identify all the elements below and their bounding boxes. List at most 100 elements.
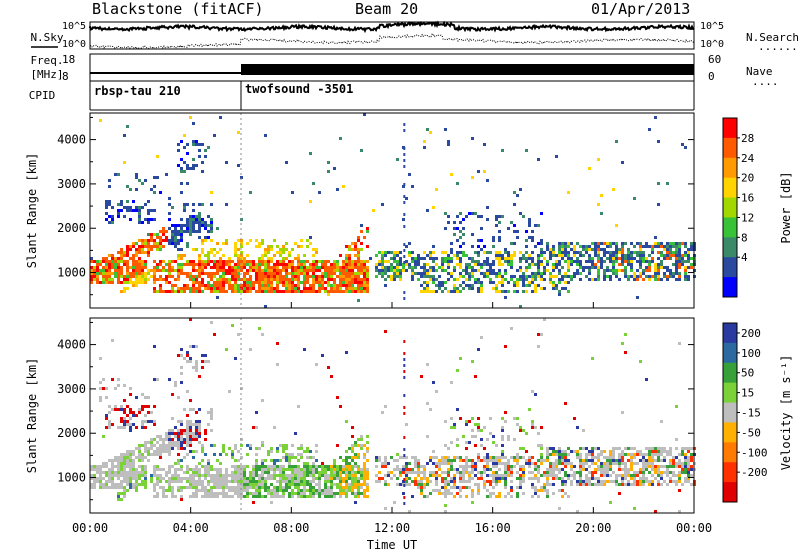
velocity-cell [471,495,474,498]
power-cell [207,263,210,266]
velocity-cell [204,453,207,456]
velocity-cell [273,486,276,489]
power-cell [132,260,135,263]
power-cell [441,263,444,266]
velocity-cell [249,474,252,477]
velocity-cell [579,456,582,459]
velocity-cell [408,510,411,513]
velocity-cell [648,471,651,474]
power-cell [450,275,453,278]
power-cell [294,242,297,245]
power-cell [672,254,675,257]
power-cell [363,266,366,269]
velocity-cell [120,462,123,465]
power-cell [144,251,147,254]
power-cell [468,257,471,260]
power-cell [681,260,684,263]
power-cell [138,269,141,272]
power-cell [297,266,300,269]
power-cell [555,266,558,269]
power-cell [621,257,624,260]
velocity-cell [642,471,645,474]
velocity-cell [243,465,246,468]
velocity-cell [594,477,597,480]
power-cell [426,290,429,293]
velocity-cell [126,477,129,480]
velocity-cell [495,459,498,462]
velocity-ytick-label-0: 1000 [57,471,86,485]
velocity-cell [123,384,126,387]
nave-label: Nave [746,65,773,78]
velocity-cell [90,477,93,480]
power-cell [678,242,681,245]
power-cell [522,278,525,281]
power-cell [207,215,210,218]
velocity-cell [279,465,282,468]
velocity-cell [537,444,540,447]
power-cell [222,266,225,269]
velocity-cell [351,489,354,492]
velocity-cell [660,483,663,486]
power-cell [234,266,237,269]
velocity-cell [403,406,406,409]
velocity-cell [333,465,336,468]
velocity-cell [522,480,525,483]
velocity-cell [639,468,642,471]
power-cell [177,242,180,245]
power-cell [198,218,201,221]
velocity-cell [141,471,144,474]
velocity-cell [168,435,171,438]
velocity-cell [138,456,141,459]
power-cell [126,185,129,188]
velocity-cell [327,474,330,477]
power-cell [120,275,123,278]
power-cell [117,269,120,272]
velocity-cell [564,471,567,474]
velocity-cell [210,411,213,414]
velocity-cell [540,447,543,450]
velocity-cell [351,444,354,447]
velocity-cell [309,465,312,468]
velocity-cell [168,447,171,450]
power-cell [117,251,120,254]
power-cell [159,239,162,242]
power-cell [228,272,231,275]
power-cell [192,122,195,125]
velocity-cell [507,438,510,441]
power-cell [657,278,660,281]
power-cell [486,260,489,263]
power-cell [105,212,108,215]
power-cell [171,230,174,233]
velocity-cell [474,474,477,477]
velocity-cell [141,459,144,462]
velocity-cell [105,474,108,477]
power-cell [276,272,279,275]
velocity-cell [651,459,654,462]
power-cell [666,248,669,251]
power-cell [357,278,360,281]
velocity-cell [651,468,654,471]
velocity-cell [537,465,540,468]
velocity-cell [174,468,177,471]
velocity-cell [204,492,207,495]
power-cell [186,182,189,185]
power-cell [348,257,351,260]
power-cell [264,266,267,269]
velocity-cell [516,423,519,426]
velocity-cell [546,492,549,495]
power-cell [231,275,234,278]
velocity-cell [639,471,642,474]
power-cell [135,251,138,254]
power-cell [177,230,180,233]
power-cell [342,266,345,269]
cpid-segment-label-0: rbsp-tau 210 [94,84,181,98]
velocity-cell [660,450,663,453]
velocity-cell [678,510,681,513]
velocity-cell [576,510,579,513]
power-cell [459,284,462,287]
power-cell [264,134,267,137]
nsearch-label: N.Search [746,31,799,44]
velocity-cell [210,477,213,480]
velocity-cell [459,459,462,462]
velocity-cell [642,477,645,480]
